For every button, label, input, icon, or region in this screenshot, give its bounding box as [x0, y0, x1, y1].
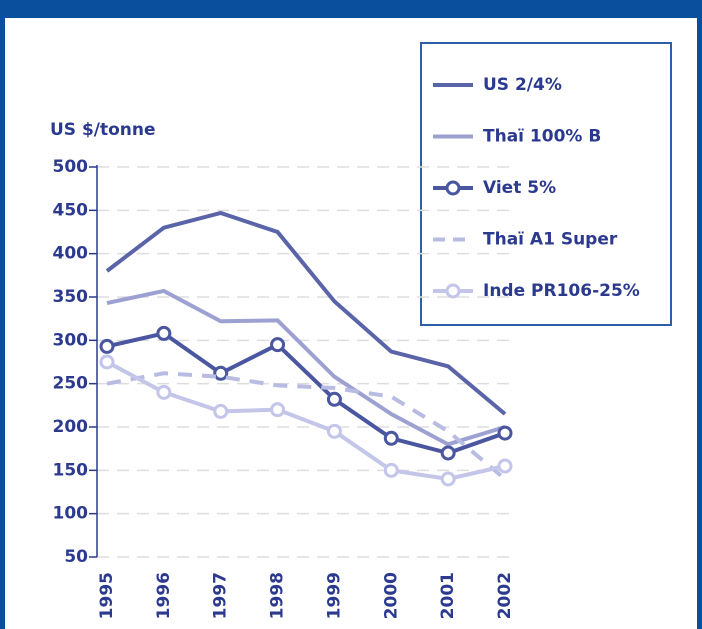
series-line — [106, 371, 507, 481]
legend-label: US 2/4% — [483, 75, 562, 95]
point-marker — [156, 384, 172, 400]
x-tick-label: 2000 — [381, 572, 401, 619]
point-marker — [213, 365, 229, 381]
x-tick-label: 1999 — [324, 572, 344, 619]
point-marker — [326, 423, 342, 439]
series-line — [106, 288, 506, 447]
x-tick-label: 2002 — [495, 572, 515, 619]
point-marker — [383, 462, 399, 478]
series-line — [106, 360, 506, 482]
y-tick-label: 350 — [53, 287, 89, 307]
point-marker — [99, 338, 115, 354]
y-tick-label: 250 — [53, 374, 89, 394]
point-marker — [270, 402, 286, 418]
y-tick-label: 150 — [53, 460, 89, 480]
y-axis-label: US $/tonne — [50, 120, 156, 140]
point-marker — [156, 325, 172, 341]
legend-label: Thaï A1 Super — [483, 230, 618, 250]
y-tick-label: 300 — [53, 330, 89, 350]
legend-box — [420, 42, 672, 326]
series-line — [105, 210, 507, 416]
x-tick-label: 2001 — [438, 572, 458, 619]
y-tick-label: 50 — [64, 547, 88, 567]
frame-left — [0, 0, 5, 629]
point-marker — [497, 458, 513, 474]
point-marker — [440, 471, 456, 487]
y-tick-label: 400 — [53, 244, 89, 264]
legend-label: Thaï 100% B — [483, 127, 601, 147]
x-tick-label: 1998 — [268, 572, 288, 619]
legend-label: Viet 5% — [483, 178, 556, 198]
frame-right — [697, 0, 702, 629]
x-tick-label: 1996 — [154, 572, 174, 619]
y-tick-label: 450 — [53, 200, 89, 220]
legend-marker — [445, 283, 461, 299]
point-marker — [326, 391, 342, 407]
point-marker — [383, 430, 399, 446]
header-band — [0, 0, 702, 18]
y-tick-label: 200 — [53, 417, 89, 437]
point-marker — [270, 337, 286, 353]
series-line — [106, 331, 506, 456]
x-tick-label: 1997 — [211, 572, 231, 619]
y-tick-label: 500 — [53, 157, 89, 177]
point-marker — [440, 445, 456, 461]
y-tick-label: 100 — [53, 504, 89, 524]
point-marker — [213, 403, 229, 419]
legend-marker — [445, 180, 461, 196]
x-tick-label: 1995 — [97, 572, 117, 619]
point-marker — [497, 425, 513, 441]
point-marker — [99, 354, 115, 370]
legend-label: Inde PR106-25% — [483, 281, 640, 301]
